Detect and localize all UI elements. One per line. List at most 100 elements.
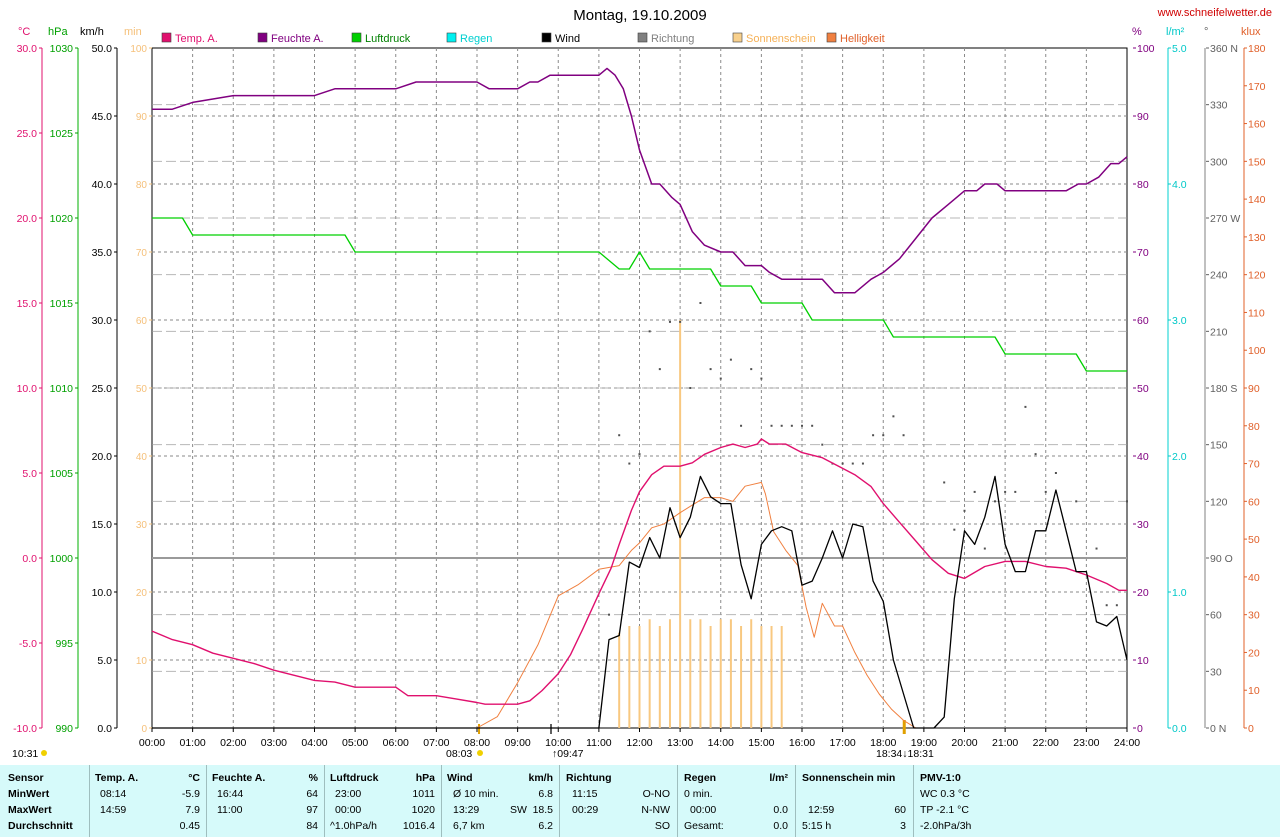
stat-direction-max-val: N-NW xyxy=(641,804,670,816)
stat-wind-avg: 6.2 xyxy=(538,820,553,832)
pressure-tick: 1030 xyxy=(50,43,74,55)
sun-tick: 80 xyxy=(136,180,148,191)
direction-dot xyxy=(983,547,986,550)
direction-dot xyxy=(943,481,946,484)
direction-tick: 240 xyxy=(1210,270,1228,282)
time-tick: 06:00 xyxy=(383,737,409,749)
legend-label: Richtung xyxy=(651,33,694,45)
direction-dot xyxy=(770,424,773,427)
wind-tick: 0.0 xyxy=(97,723,112,735)
stat-pressure-min-val: 1011 xyxy=(412,788,435,800)
direction-dot xyxy=(740,424,743,427)
direction-tick: 180 S xyxy=(1210,383,1237,395)
stat-rain-total-label: Gesamt: xyxy=(684,820,724,832)
direction-dot xyxy=(963,509,966,512)
lux-tick: 170 xyxy=(1248,81,1266,93)
wind-tick: 40.0 xyxy=(92,179,113,191)
sunset-label: 18:34↓18:31 xyxy=(876,748,934,760)
time-tick: 12:00 xyxy=(626,737,652,749)
stat-pressure-min-time: 23:00 xyxy=(335,788,362,800)
humidity-tick: 60 xyxy=(1137,315,1149,327)
sun-tick: 60 xyxy=(136,316,148,327)
direction-dot xyxy=(902,434,905,437)
direction-tick: 60 xyxy=(1210,610,1222,622)
direction-dot xyxy=(689,387,692,389)
direction-dot xyxy=(973,490,976,493)
weather-chart: Montag, 19.10.2009 www.schneifelwetter.de… xyxy=(12,7,1272,760)
humidity-unit: % xyxy=(1132,26,1142,38)
stat-pmv-tp: TP -2.1 °C xyxy=(920,804,969,816)
stat-label-avg: Durchschnitt xyxy=(8,820,73,832)
max-sun-label: ↑09:47 xyxy=(552,748,584,760)
direction-dot xyxy=(1095,547,1098,550)
stat-wind-distance: 6,7 km xyxy=(453,820,485,832)
sun-tick: 50 xyxy=(136,384,148,395)
wind-tick: 45.0 xyxy=(92,111,113,123)
direction-dot xyxy=(1075,500,1078,503)
stat-pressure-header: Luftdruck xyxy=(330,772,379,784)
time-tick: 20:00 xyxy=(951,737,977,749)
direction-dot xyxy=(1034,453,1037,456)
stat-wind-unit: km/h xyxy=(528,772,553,784)
lux-tick: 10 xyxy=(1248,685,1260,697)
stat-humidity-header: Feuchte A. xyxy=(212,772,266,784)
humidity-tick: 90 xyxy=(1137,111,1149,123)
temp-tick: 15.0 xyxy=(17,298,38,310)
stat-pmv-trend: -2.0hPa/3h xyxy=(920,820,972,832)
direction-dot xyxy=(709,368,712,371)
direction-dot xyxy=(953,528,956,531)
direction-tick: 0 N xyxy=(1210,723,1226,735)
lux-tick: 0 xyxy=(1248,723,1254,735)
time-tick: 19:00 xyxy=(911,737,937,749)
stat-pressure-unit: hPa xyxy=(415,772,435,784)
sunrise-label: 08:03 xyxy=(446,748,472,760)
stat-wind-min-label: Ø 10 min. xyxy=(453,788,499,800)
direction-dot xyxy=(811,424,814,427)
legend-label: Regen xyxy=(460,33,492,45)
sun-tick: 70 xyxy=(136,248,148,259)
legend-swatch xyxy=(541,32,552,43)
direction-dot xyxy=(699,302,702,304)
wind-tick: 30.0 xyxy=(92,315,113,327)
time-tick: 10:00 xyxy=(545,737,571,749)
temp-tick: 10.0 xyxy=(17,383,38,395)
sun-tick: 0 xyxy=(141,724,147,735)
direction-dot xyxy=(882,434,885,437)
rain-tick: 1.0 xyxy=(1172,587,1187,599)
time-tick: 01:00 xyxy=(179,737,205,749)
stat-humidity-max-time: 11:00 xyxy=(217,804,243,816)
lux-tick: 110 xyxy=(1248,307,1265,319)
lux-tick: 120 xyxy=(1248,270,1266,282)
stat-rain-min-label: 0 min. xyxy=(684,788,713,800)
wind-tick: 25.0 xyxy=(92,383,113,395)
time-tick: 07:00 xyxy=(423,737,449,749)
time-tick: 09:00 xyxy=(504,737,530,749)
stat-temp-avg: 0.45 xyxy=(179,820,200,832)
stat-direction-min-time: 11:15 xyxy=(572,788,598,800)
time-tick: 15:00 xyxy=(748,737,774,749)
statistics-table: Sensor MinWert MaxWert Durchschnitt Temp… xyxy=(0,765,1280,837)
stat-sunshine-max-time: 12:59 xyxy=(808,804,835,816)
direction-dot xyxy=(608,613,611,616)
stat-pressure-trend: ^1.0hPa/h xyxy=(330,820,377,832)
stat-direction-max-time: 00:29 xyxy=(572,804,599,816)
pressure-tick: 990 xyxy=(55,723,73,735)
stat-direction-avg: SO xyxy=(654,820,670,832)
lux-tick: 60 xyxy=(1248,496,1260,508)
sun-tick: 30 xyxy=(136,520,148,531)
stat-direction-min-val: O-NO xyxy=(642,788,670,800)
direction-dot xyxy=(618,434,621,437)
direction-tick: 150 xyxy=(1210,440,1228,452)
temp-tick: 30.0 xyxy=(17,43,38,55)
temp-tick: 0.0 xyxy=(22,553,37,565)
stat-temp-header: Temp. A. xyxy=(95,772,139,784)
direction-dot xyxy=(729,358,732,361)
wind-tick: 20.0 xyxy=(92,451,113,463)
pressure-tick: 1000 xyxy=(50,553,74,565)
wind-tick: 10.0 xyxy=(92,587,113,599)
stat-temp-max-val: 7.9 xyxy=(185,804,200,816)
direction-dot xyxy=(679,320,682,323)
stat-rain-total: 0.0 xyxy=(773,820,788,832)
direction-dot xyxy=(1024,405,1027,408)
legend-swatch xyxy=(826,32,837,43)
